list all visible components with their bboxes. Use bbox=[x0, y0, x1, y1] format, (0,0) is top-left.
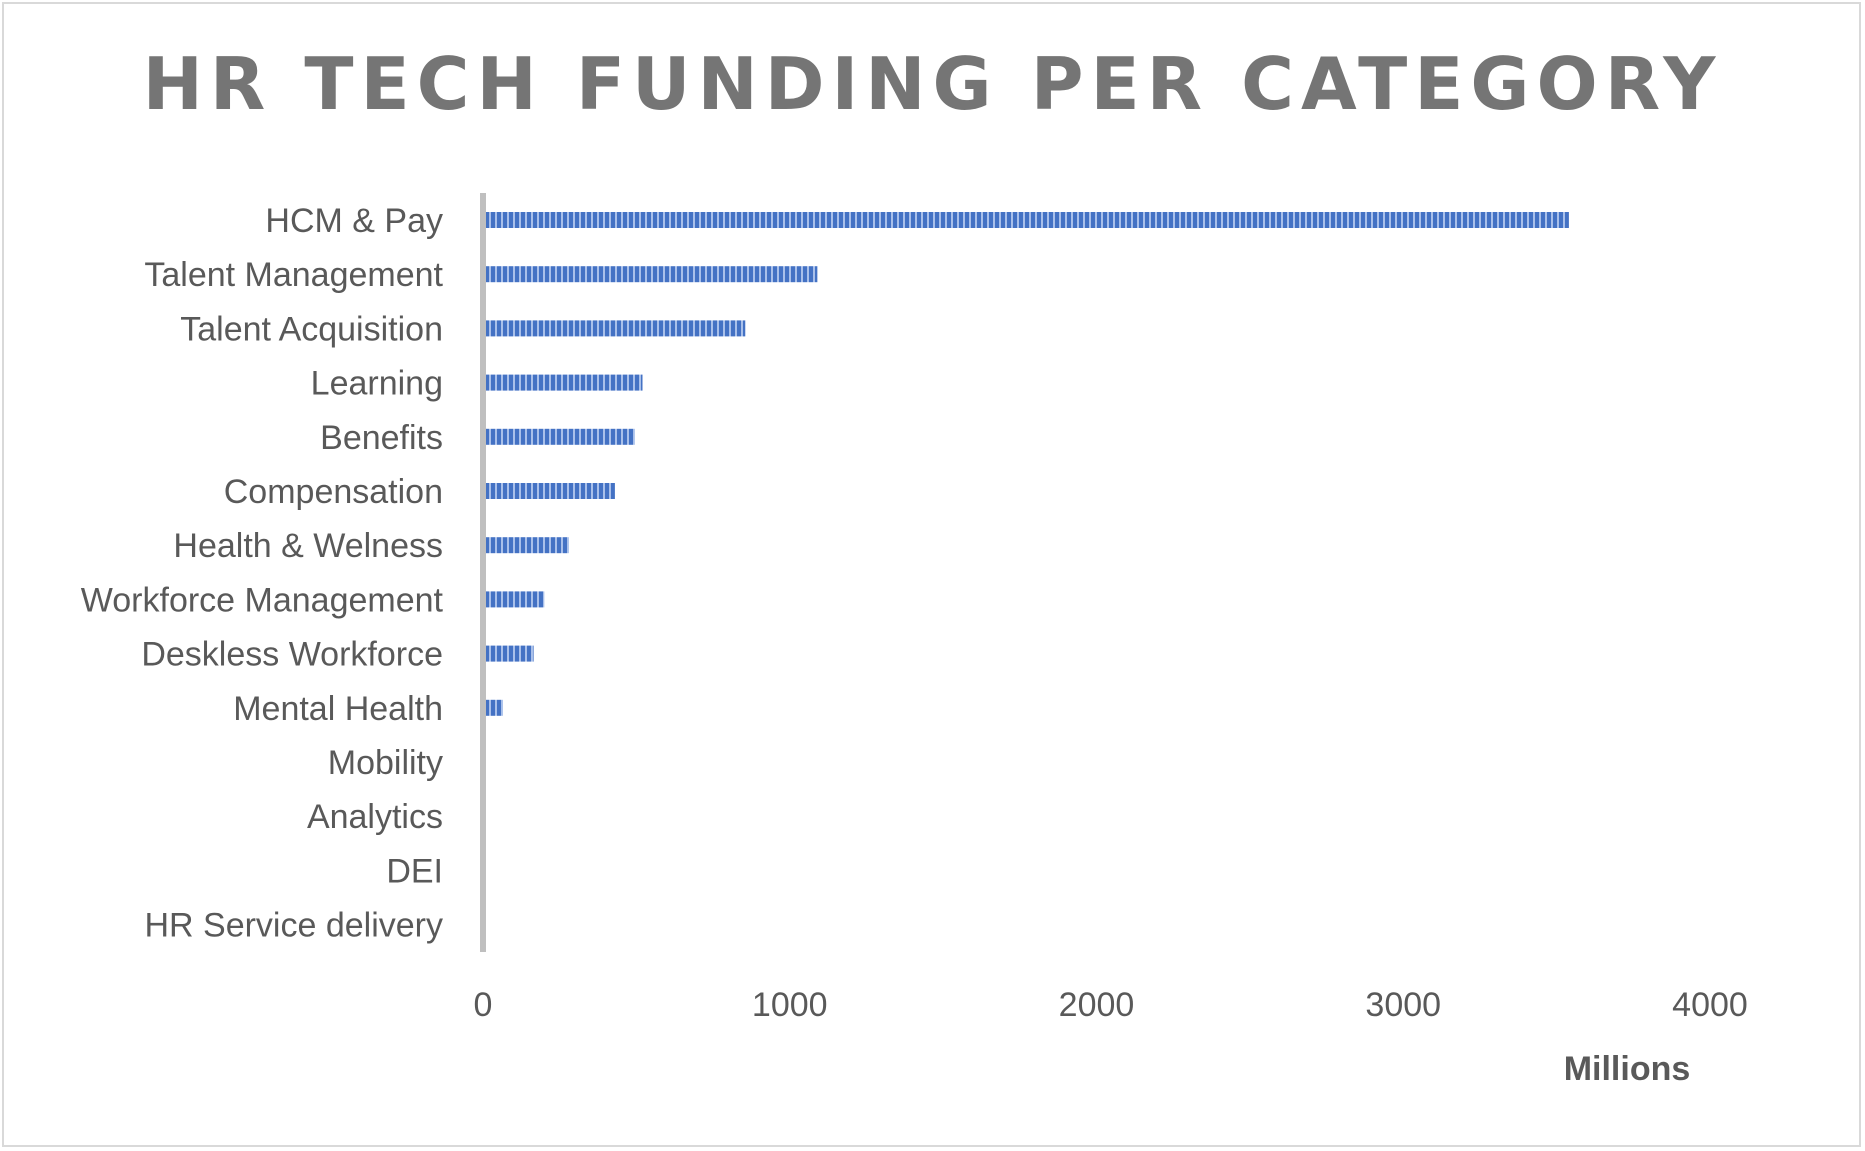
category-label: Learning bbox=[311, 365, 443, 403]
x-tick-label: 1000 bbox=[752, 986, 828, 1024]
category-label: Workforce Management bbox=[81, 581, 444, 619]
category-label: HCM & Pay bbox=[265, 202, 443, 240]
category-label: Health & Welness bbox=[173, 527, 443, 565]
category-label: Analytics bbox=[307, 798, 443, 836]
bar-health-welness bbox=[483, 537, 569, 554]
bar-deskless-workforce bbox=[483, 645, 534, 662]
bar-talent-acquisition bbox=[483, 320, 746, 337]
x-tick-label: 2000 bbox=[1059, 986, 1135, 1024]
bar-benefits bbox=[483, 428, 635, 445]
category-label: Talent Acquisition bbox=[180, 310, 443, 348]
category-label: Deskless Workforce bbox=[141, 636, 443, 674]
bar-hcm-pay bbox=[483, 212, 1569, 228]
category-label: Benefits bbox=[320, 419, 443, 457]
bar-learning bbox=[483, 374, 643, 391]
x-axis-title: Millions bbox=[1564, 1050, 1691, 1088]
bar-talent-management bbox=[483, 266, 818, 283]
x-tick-label: 4000 bbox=[1672, 986, 1748, 1024]
bar-compensation bbox=[483, 483, 615, 499]
category-label: HR Service delivery bbox=[144, 907, 443, 945]
category-label: Mental Health bbox=[233, 690, 443, 728]
bar-workforce-management bbox=[483, 591, 545, 608]
category-label: Talent Management bbox=[144, 256, 443, 294]
category-label: DEI bbox=[386, 852, 443, 890]
x-tick-label: 3000 bbox=[1365, 986, 1441, 1024]
chart-title: HR TECH FUNDING PER CATEGORY bbox=[142, 42, 1723, 126]
bar-mental-health bbox=[483, 699, 503, 716]
category-label: Mobility bbox=[328, 744, 443, 782]
category-label: Compensation bbox=[224, 473, 443, 511]
x-tick-label: 0 bbox=[474, 986, 493, 1024]
